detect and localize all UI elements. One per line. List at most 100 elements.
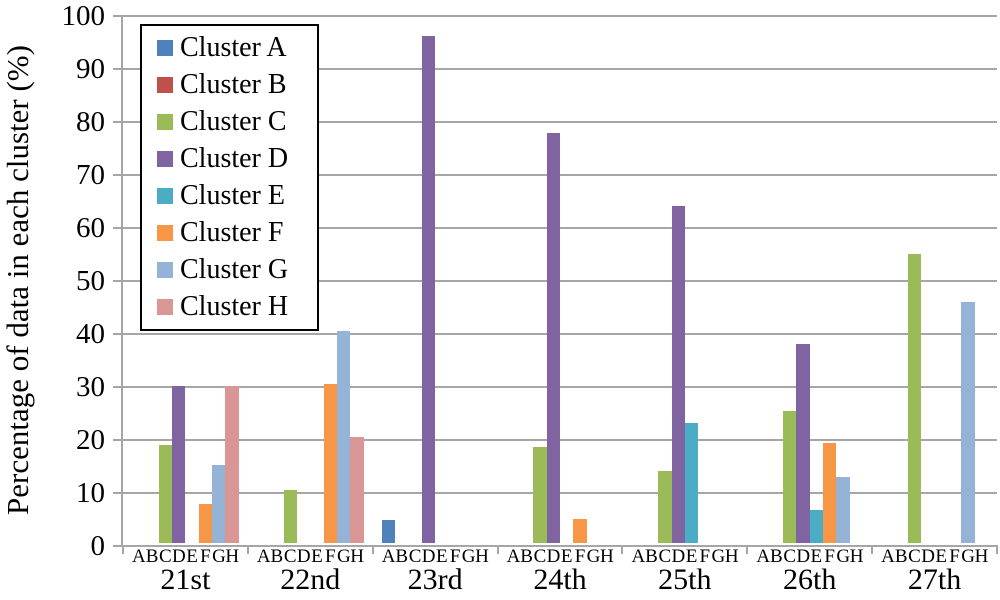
sub-category-label-H-22nd: H	[350, 546, 365, 567]
sub-category-label-F-23rd: F	[449, 546, 461, 567]
sub-category-label-F-27th: F	[949, 546, 960, 567]
sub-category-label-B-23rd: B	[395, 546, 409, 567]
sub-category-label-D-23rd: D	[421, 546, 436, 567]
bar-C-21st	[158, 444, 173, 543]
bar-F-22nd	[323, 384, 337, 543]
legend-swatch-icon	[157, 262, 173, 279]
x-separator-tick-0	[122, 545, 124, 554]
sub-category-label-H-24th: H	[600, 546, 614, 567]
legend-item-C: Cluster C	[157, 106, 317, 137]
sub-category-label-E-22nd: E	[311, 546, 323, 567]
sub-category-label-A-24th: A	[506, 546, 521, 567]
bar-D-21st	[172, 386, 186, 543]
gridline-80	[123, 121, 997, 123]
sub-category-label-F-21st: F	[200, 546, 211, 567]
sub-category-label-C-22nd: C	[283, 546, 297, 567]
y-tick-label-40: 40	[76, 318, 105, 350]
sub-category-label-C-26th: C	[783, 546, 797, 567]
legend-swatch-icon	[157, 188, 173, 205]
plot-area	[121, 15, 997, 547]
sub-category-label-D-22nd: D	[296, 546, 311, 567]
sub-category-label-C-27th: C	[908, 546, 921, 567]
legend-swatch-icon	[157, 150, 173, 167]
legend-swatch-icon	[157, 39, 173, 56]
bar-C-25th	[658, 470, 672, 543]
y-tick-80	[113, 121, 123, 123]
y-tick-label-100: 100	[61, 0, 106, 32]
y-tick-90	[113, 68, 123, 70]
sub-category-label-C-24th: C	[533, 546, 547, 567]
sub-category-label-B-21st: B	[145, 546, 159, 567]
sub-category-label-D-25th: D	[671, 546, 686, 567]
bar-H-22nd	[350, 437, 364, 543]
legend-swatch-icon	[157, 299, 173, 316]
bar-F-21st	[198, 503, 213, 543]
bar-A-23rd	[381, 520, 396, 543]
bar-E-25th	[684, 422, 699, 543]
legend-label: Cluster H	[180, 291, 289, 323]
sub-category-label-F-22nd: F	[324, 546, 336, 567]
sub-category-label-G-25th: G	[711, 546, 726, 567]
sub-category-label-B-26th: B	[769, 546, 783, 567]
y-tick-label-90: 90	[76, 53, 105, 85]
sub-category-label-G-23rd: G	[461, 546, 476, 567]
y-tick-100	[113, 15, 123, 17]
x-separator-tick-2	[371, 545, 374, 554]
sub-category-label-A-23rd: A	[381, 546, 396, 567]
y-tick-label-10: 10	[76, 477, 105, 509]
bar-G-21st	[212, 464, 226, 543]
y-tick-label-60: 60	[76, 212, 105, 244]
sub-category-label-E-24th: E	[560, 546, 573, 567]
sub-category-label-B-24th: B	[520, 546, 533, 567]
legend-item-G: Cluster G	[157, 255, 317, 285]
x-separator-tick-6	[871, 545, 874, 554]
sub-category-label-C-25th: C	[658, 546, 672, 567]
legend-swatch-icon	[157, 225, 173, 242]
legend-label: Cluster G	[180, 254, 289, 286]
sub-category-label-A-21st: A	[132, 546, 146, 567]
bar-H-21st	[225, 386, 239, 543]
legend-swatch-icon	[157, 113, 173, 130]
x-separator-tick-4	[621, 545, 624, 554]
legend-label: Cluster D	[180, 142, 289, 174]
sub-category-label-C-21st: C	[159, 546, 172, 567]
sub-category-label-H-25th: H	[724, 546, 739, 567]
y-tick-label-70: 70	[76, 159, 105, 191]
legend-label: Cluster B	[180, 68, 287, 100]
category-label-26th: 26th	[783, 563, 837, 596]
sub-category-label-C-23rd: C	[408, 546, 422, 567]
y-tick-label-0: 0	[90, 530, 106, 562]
y-tick-label-20: 20	[76, 424, 105, 456]
gridline-40	[123, 333, 997, 335]
x-separator-tick-3	[496, 545, 499, 554]
sub-category-label-A-26th: A	[756, 546, 771, 567]
sub-category-label-E-23rd: E	[435, 546, 448, 567]
legend-label: Cluster A	[180, 31, 287, 63]
gridline-20	[123, 439, 997, 441]
bar-C-24th	[533, 446, 547, 543]
x-separator-tick-7	[996, 545, 998, 554]
legend-item-H: Cluster H	[157, 292, 317, 322]
y-tick-0	[113, 545, 123, 547]
gridline-50	[123, 280, 997, 282]
sub-category-label-F-24th: F	[574, 546, 586, 567]
legend-item-B: Cluster B	[157, 68, 317, 100]
sub-category-label-D-26th: D	[796, 546, 811, 567]
legend-item-F: Cluster F	[157, 218, 317, 248]
x-separator-tick-1	[246, 545, 249, 554]
y-tick-60	[113, 227, 123, 229]
bar-D-25th	[671, 205, 685, 543]
bar-C-22nd	[283, 490, 297, 543]
bar-G-26th	[836, 476, 850, 543]
y-tick-label-30: 30	[76, 371, 105, 403]
category-label-22nd: 22nd	[280, 563, 341, 596]
sub-category-label-G-24th: G	[586, 546, 601, 567]
y-tick-label-80: 80	[76, 106, 105, 138]
legend-item-A: Cluster A	[157, 31, 317, 63]
